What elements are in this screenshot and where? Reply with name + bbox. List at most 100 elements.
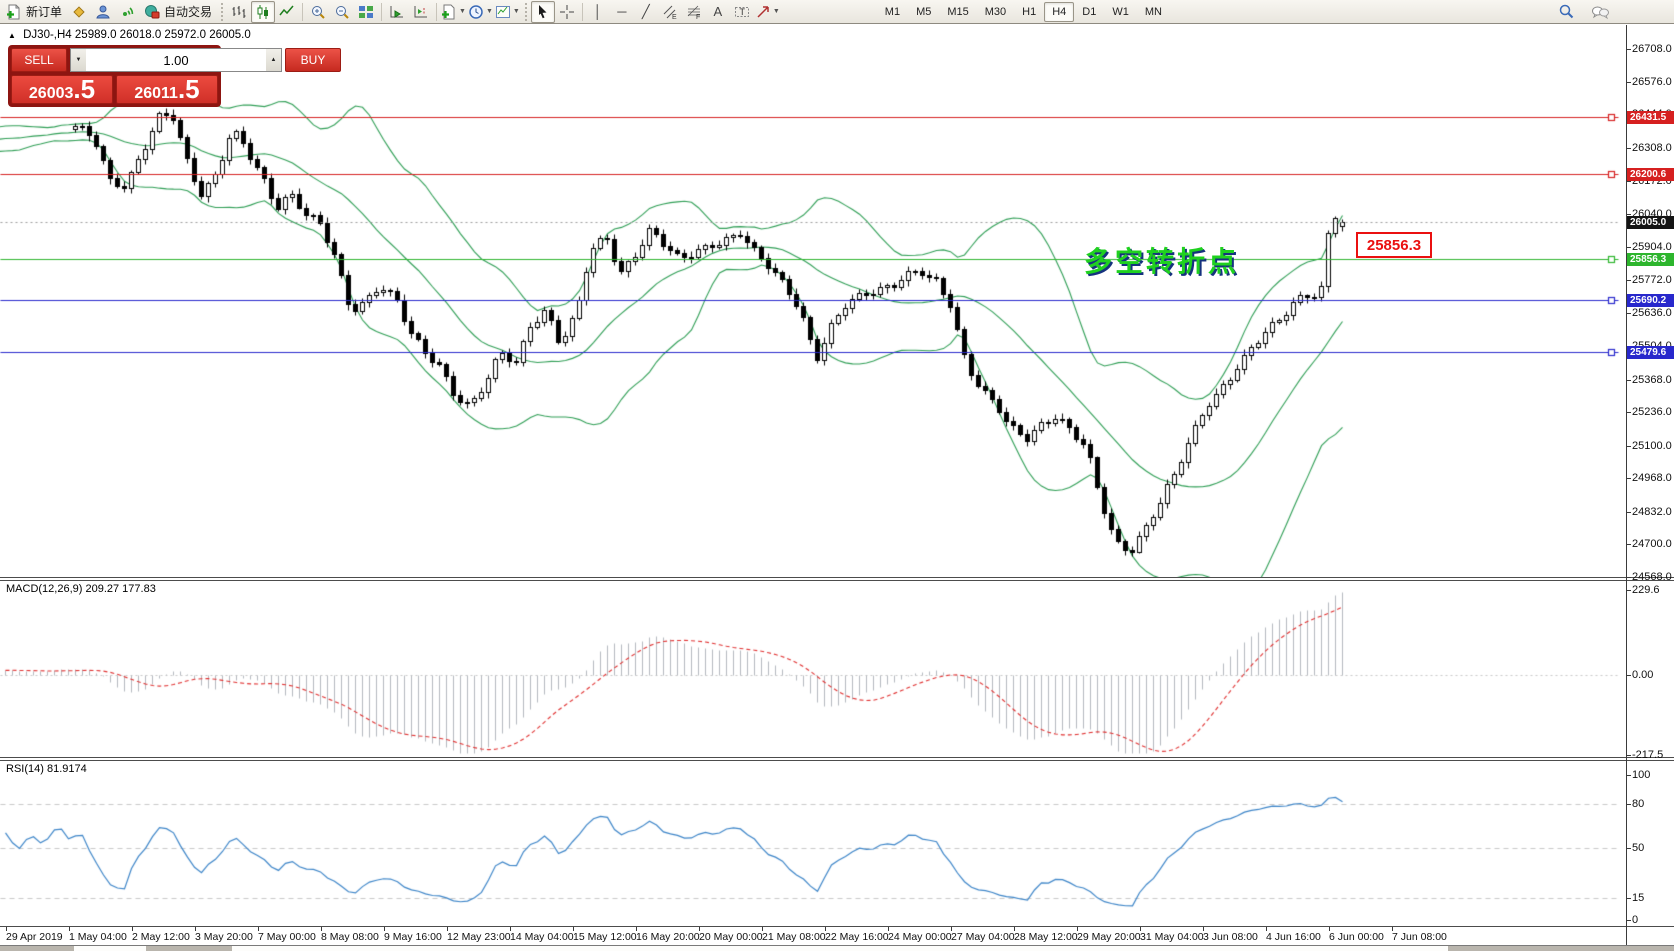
sell-price-box[interactable]: 26003 .5 — [11, 75, 113, 104]
time-axis-tick — [6, 927, 7, 931]
crosshair-icon — [559, 4, 574, 19]
add-indicator-icon — [442, 4, 455, 19]
sell-button[interactable]: SELL — [11, 48, 67, 72]
cursor-button[interactable] — [530, 0, 555, 23]
label-tool[interactable]: T — [730, 1, 754, 23]
template-chart-icon — [495, 5, 510, 18]
time-axis-tick — [258, 927, 259, 931]
profiles-button[interactable] — [67, 1, 91, 23]
auto-scroll-icon — [390, 5, 404, 18]
indicators-dropdown[interactable]: ▼ — [440, 1, 467, 23]
search-button[interactable] — [1554, 1, 1578, 23]
horizontal-line-tool[interactable]: ─ — [617, 4, 627, 19]
time-axis-label: 27 May 04:00 — [951, 931, 1015, 943]
time-axis-label: 21 May 08:00 — [762, 931, 826, 943]
autotrade-button[interactable]: 自动交易 — [139, 1, 217, 23]
timeframe-button-H1[interactable]: H1 — [1022, 5, 1037, 18]
price-axis-line[interactable] — [1626, 25, 1627, 945]
timeframe-button-MN[interactable]: MN — [1144, 5, 1162, 18]
timeframe-button-H4[interactable]: H4 — [1044, 1, 1075, 22]
panel-splitter[interactable] — [0, 580, 1674, 581]
volume-decrease-button[interactable]: ▼ — [71, 49, 86, 71]
auto-scroll-button[interactable] — [385, 1, 409, 23]
price-axis-tick-label: 25100.0 — [1632, 440, 1672, 452]
time-axis-label: 8 May 08:00 — [321, 931, 379, 943]
bottom-tab[interactable] — [74, 946, 146, 951]
chart-bars-button[interactable] — [227, 1, 251, 23]
time-axis-tick — [1392, 927, 1393, 931]
timeframe-button-M30[interactable]: M30 — [984, 5, 1007, 18]
zoom-out-button[interactable] — [330, 1, 354, 23]
macd-panel-canvas[interactable] — [0, 581, 1620, 756]
toolbar-drag-handle[interactable] — [523, 1, 528, 22]
text-tool[interactable]: A — [713, 4, 723, 19]
market-watch-button[interactable] — [91, 1, 115, 23]
periods-dropdown[interactable]: ▼ — [467, 1, 494, 23]
line-chart-icon — [279, 5, 294, 15]
timeframe-button-M15[interactable]: M15 — [947, 5, 969, 18]
time-axis-label: 7 May 00:00 — [258, 931, 316, 943]
buy-price-int: 26011 — [134, 85, 178, 102]
main-toolbar: 新订单 自动交易 ▼ ▼ — [0, 0, 1674, 24]
signal-icon — [123, 6, 134, 16]
chart-annotation-text: 多空转折点 — [1084, 246, 1240, 277]
panel-splitter[interactable] — [0, 757, 1674, 758]
level-price-badge: 26431.5 — [1627, 111, 1674, 124]
macd-indicator-label: MACD(12,26,9) 209.27 177.83 — [6, 583, 156, 595]
arrow-object-icon — [757, 5, 769, 18]
price-axis-tick — [1626, 446, 1631, 447]
buy-button[interactable]: BUY — [285, 48, 341, 72]
signals-button[interactable] — [115, 1, 139, 23]
timeframe-button-M5[interactable]: M5 — [916, 5, 932, 18]
panel-splitter[interactable] — [0, 577, 1674, 578]
chart-line-button[interactable] — [275, 1, 299, 23]
time-axis-tick — [699, 927, 700, 931]
time-axis-tick — [636, 927, 637, 931]
one-click-trading-panel: SELL ▼ ▲ BUY 26003 .5 26011 .5 — [8, 45, 341, 107]
toolbar-separator — [302, 2, 304, 21]
svg-text:F: F — [696, 14, 700, 20]
chart-candles-button[interactable] — [251, 0, 276, 23]
timeframe-button-D1[interactable]: D1 — [1082, 5, 1097, 18]
chat-button[interactable] — [1588, 1, 1612, 23]
volume-input[interactable] — [86, 49, 266, 71]
buy-price-box[interactable]: 26011 .5 — [116, 75, 218, 104]
price-axis-tick — [1626, 412, 1631, 413]
time-axis-tick — [825, 927, 826, 931]
time-axis-tick — [1140, 927, 1141, 931]
fibonacci-tool[interactable]: F — [682, 1, 706, 23]
time-axis-tick — [195, 927, 196, 931]
time-axis-border — [0, 926, 1674, 927]
price-axis-tick — [1626, 148, 1631, 149]
rsi-axis-label: 15 — [1632, 892, 1645, 904]
timeframe-button-M1[interactable]: M1 — [884, 5, 901, 18]
trendline-tool[interactable]: ╱ — [641, 4, 650, 19]
new-order-button[interactable]: 新订单 — [1, 1, 67, 23]
rsi-panel-canvas[interactable] — [0, 761, 1620, 925]
vertical-line-tool[interactable]: │ — [593, 4, 602, 19]
toolbar-drag-handle[interactable] — [220, 1, 225, 22]
templates-dropdown[interactable]: ▼ — [494, 1, 521, 23]
chart-shift-icon — [414, 5, 428, 17]
price-axis-tick — [1626, 214, 1631, 215]
main-chart-canvas[interactable] — [0, 25, 1620, 577]
timeframe-button-W1[interactable]: W1 — [1112, 5, 1129, 18]
channel-tool[interactable]: E — [658, 1, 682, 23]
zoom-in-button[interactable] — [306, 1, 330, 23]
crosshair-button[interactable] — [555, 1, 579, 23]
arrows-dropdown[interactable]: ▼ — [754, 1, 781, 23]
bottom-tab-strip — [0, 946, 1674, 951]
panel-splitter[interactable] — [0, 760, 1674, 761]
zoom-in-icon — [312, 5, 325, 19]
price-axis-tick — [1626, 577, 1631, 578]
volume-increase-button[interactable]: ▲ — [266, 49, 281, 71]
time-axis-label: 4 Jun 16:00 — [1266, 931, 1321, 943]
price-callout-box[interactable]: 25856.3 — [1356, 232, 1432, 258]
new-order-icon — [7, 4, 20, 19]
chart-title-bar: ▲ DJ30-,H4 25989.0 26018.0 25972.0 26005… — [8, 29, 251, 41]
chart-shift-button[interactable] — [409, 1, 433, 23]
tile-windows-button[interactable] — [354, 1, 378, 23]
horizontal-scrollbar[interactable] — [232, 946, 1448, 951]
new-order-label: 新订单 — [26, 5, 63, 19]
